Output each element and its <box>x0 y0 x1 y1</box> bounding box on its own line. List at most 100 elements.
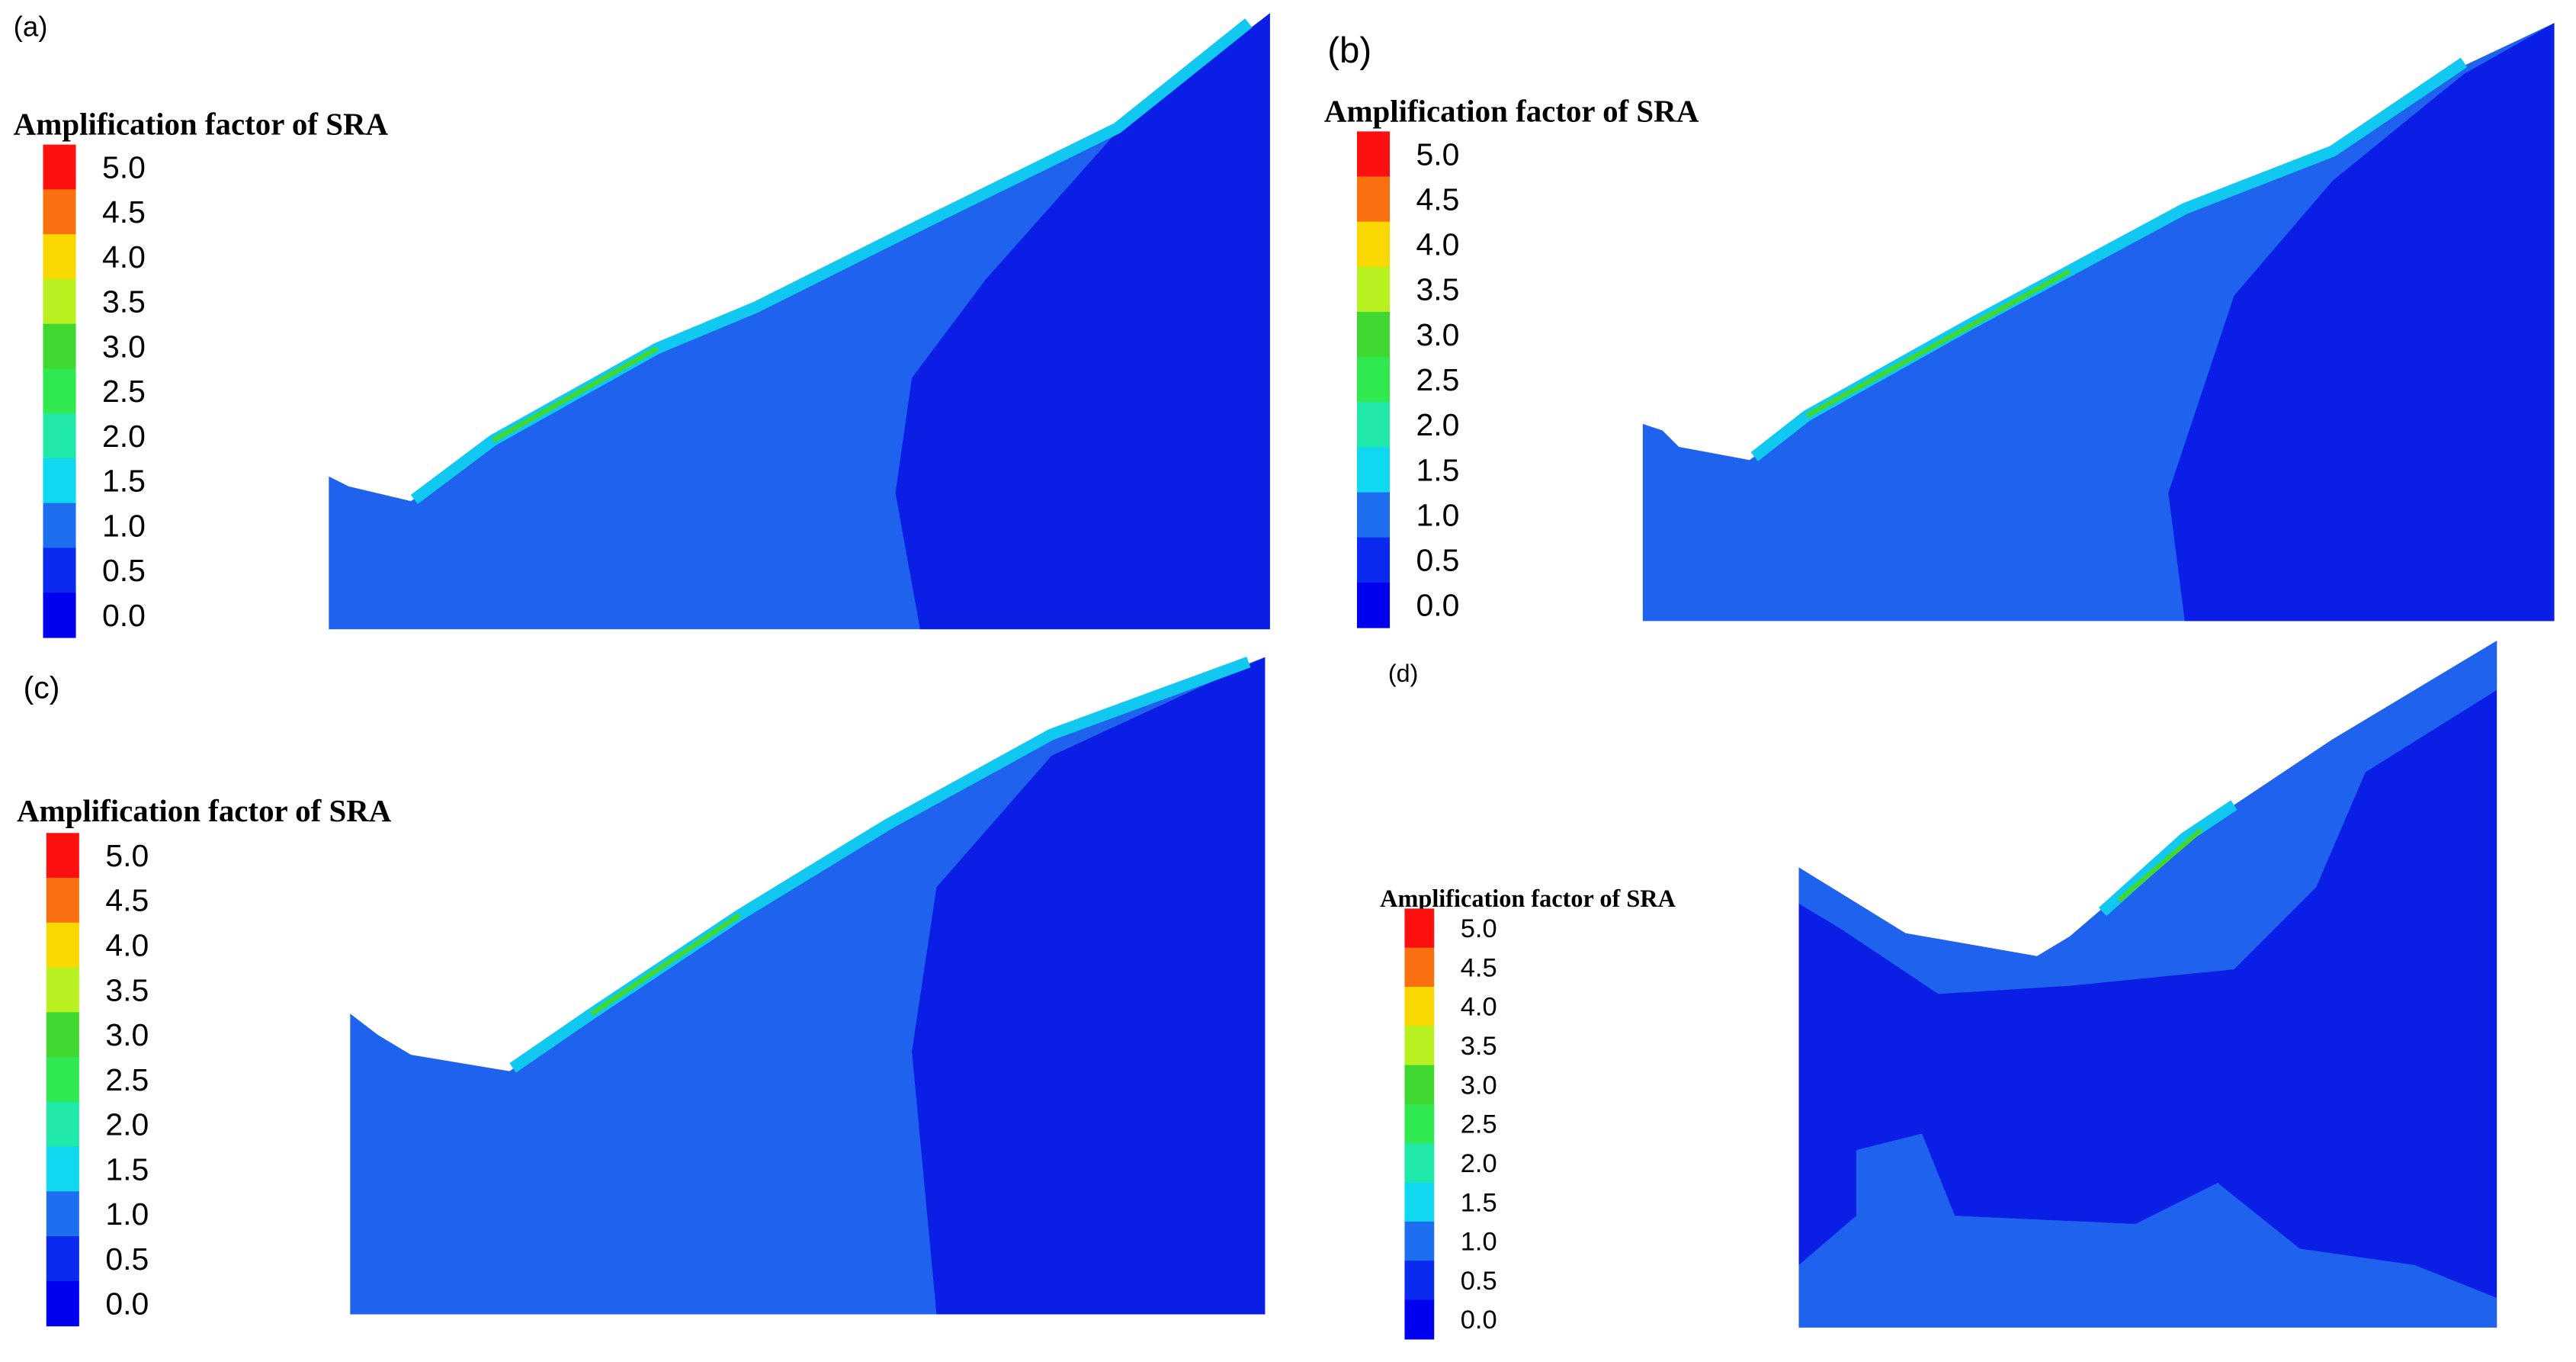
colorbar-tick: 5.0 <box>1416 137 1460 172</box>
colorbar-tick: 0.0 <box>105 1287 149 1322</box>
colorbar-band <box>1356 447 1391 493</box>
colorbar-tick: 4.5 <box>1461 953 1497 982</box>
colorbar-tick: 4.5 <box>105 883 149 918</box>
colorbar-tick: 3.5 <box>1461 1032 1497 1061</box>
colorbar-tick: 2.5 <box>102 374 146 409</box>
colorbar-tick: 1.0 <box>102 508 146 543</box>
colorbar-tick: 4.5 <box>1416 181 1460 217</box>
colorbar-tick: 1.5 <box>1461 1188 1497 1217</box>
colorbar-tick: 3.0 <box>105 1017 149 1052</box>
colorbar-band <box>1404 1143 1435 1184</box>
colorbar-band <box>46 967 79 1013</box>
colorbar-band <box>1404 1026 1435 1066</box>
colorbar-band <box>46 1191 79 1237</box>
colorbar-band <box>43 593 76 638</box>
deep-zone <box>895 13 1270 630</box>
colorbar-band <box>46 922 79 968</box>
surface-peak <box>1805 268 2071 418</box>
colorbar-tick: 2.0 <box>1461 1149 1497 1178</box>
deep-zone <box>2168 23 2555 622</box>
colorbar-band <box>1356 221 1391 268</box>
colorbar-tick: 2.0 <box>102 419 146 454</box>
colorbar-band <box>1356 131 1391 178</box>
colorbar-band <box>43 234 76 280</box>
colorbar-tick: 2.5 <box>105 1062 149 1097</box>
colorbar-tick: 3.5 <box>105 972 149 1007</box>
colorbar-tick: 0.5 <box>1416 543 1460 578</box>
surface-peak <box>2117 827 2203 903</box>
colorbar-tick: 0.0 <box>1416 588 1460 623</box>
shallow-zone <box>1798 641 2497 994</box>
surface-band <box>1750 57 2468 461</box>
colorbar-tick: 1.0 <box>1461 1228 1497 1257</box>
surface-band <box>509 657 1251 1073</box>
colorbar-band <box>1404 908 1435 949</box>
colorbar-tick: 3.0 <box>1461 1071 1497 1100</box>
colorbar-tick: 0.0 <box>102 598 146 633</box>
colorbar-band <box>46 833 79 879</box>
colorbar-tick: 0.5 <box>105 1242 149 1277</box>
colorbar-band <box>1356 176 1391 223</box>
legend-title: Amplification factor of SRA <box>14 108 389 142</box>
colorbar-band <box>1356 582 1391 628</box>
colorbar-band <box>1404 1299 1435 1340</box>
colorbar-tick: 1.0 <box>105 1197 149 1232</box>
colorbar-band <box>1404 1182 1435 1222</box>
colorbar-tick: 3.0 <box>1416 317 1460 352</box>
colorbar-band <box>1356 357 1391 403</box>
colorbar-tick: 5.0 <box>1461 914 1497 943</box>
colorbar-band <box>46 1057 79 1103</box>
deep-zone <box>912 657 1266 1315</box>
colorbar-band <box>46 878 79 924</box>
colorbar-band <box>43 413 76 459</box>
colorbar-band <box>46 1280 79 1327</box>
surface-peak <box>590 913 741 1016</box>
legend-title: Amplification factor of SRA <box>17 794 392 828</box>
colorbar-band <box>1404 1221 1435 1261</box>
colorbar-band <box>1356 402 1391 448</box>
colorbar-band <box>43 278 76 325</box>
colorbar-band <box>1356 311 1391 358</box>
colorbar-band <box>1404 1065 1435 1105</box>
colorbar-band <box>43 458 76 504</box>
panel-label: (c) <box>24 670 60 705</box>
panel-label: (a) <box>14 11 48 42</box>
colorbar-tick: 1.5 <box>105 1152 149 1187</box>
colorbar-tick: 0.5 <box>1461 1267 1497 1296</box>
colorbar-band <box>1356 492 1391 538</box>
colorbar-tick: 1.5 <box>1416 452 1460 487</box>
colorbar-tick: 2.5 <box>1416 362 1460 397</box>
colorbar-band <box>43 144 76 190</box>
colorbar-band <box>1404 947 1435 988</box>
colorbar-tick: 2.0 <box>105 1107 149 1142</box>
colorbar-band <box>1404 1103 1435 1144</box>
colorbar-band <box>46 1101 79 1148</box>
colorbar-tick: 4.0 <box>102 239 146 275</box>
colorbar-band <box>43 368 76 414</box>
colorbar-band <box>43 503 76 549</box>
base-zone <box>1798 1133 2497 1328</box>
colorbar-band <box>43 548 76 593</box>
colorbar-band <box>46 1146 79 1192</box>
colorbar-tick: 1.0 <box>1416 497 1460 532</box>
colorbar-band <box>46 1012 79 1058</box>
colorbar-tick: 0.0 <box>1461 1306 1497 1335</box>
colorbar-tick: 1.5 <box>102 464 146 499</box>
colorbar-tick: 4.0 <box>1416 227 1460 262</box>
legend-title: Amplification factor of SRA <box>1380 885 1676 912</box>
colorbar-tick: 2.5 <box>1461 1110 1497 1139</box>
surface-peak <box>492 345 659 443</box>
colorbar-tick: 2.0 <box>1416 407 1460 442</box>
colorbar-tick: 3.5 <box>102 284 146 320</box>
colorbar-tick: 5.0 <box>102 149 146 185</box>
colorbar-tick: 3.5 <box>1416 272 1460 307</box>
colorbar-band <box>1404 987 1435 1026</box>
colorbar-tick: 3.0 <box>102 329 146 364</box>
colorbar-band <box>43 323 76 370</box>
colorbar-tick: 5.0 <box>105 838 149 873</box>
colorbar-band <box>1356 537 1391 583</box>
colorbar-band <box>1404 1261 1435 1301</box>
colorbar-tick: 4.5 <box>102 194 146 230</box>
